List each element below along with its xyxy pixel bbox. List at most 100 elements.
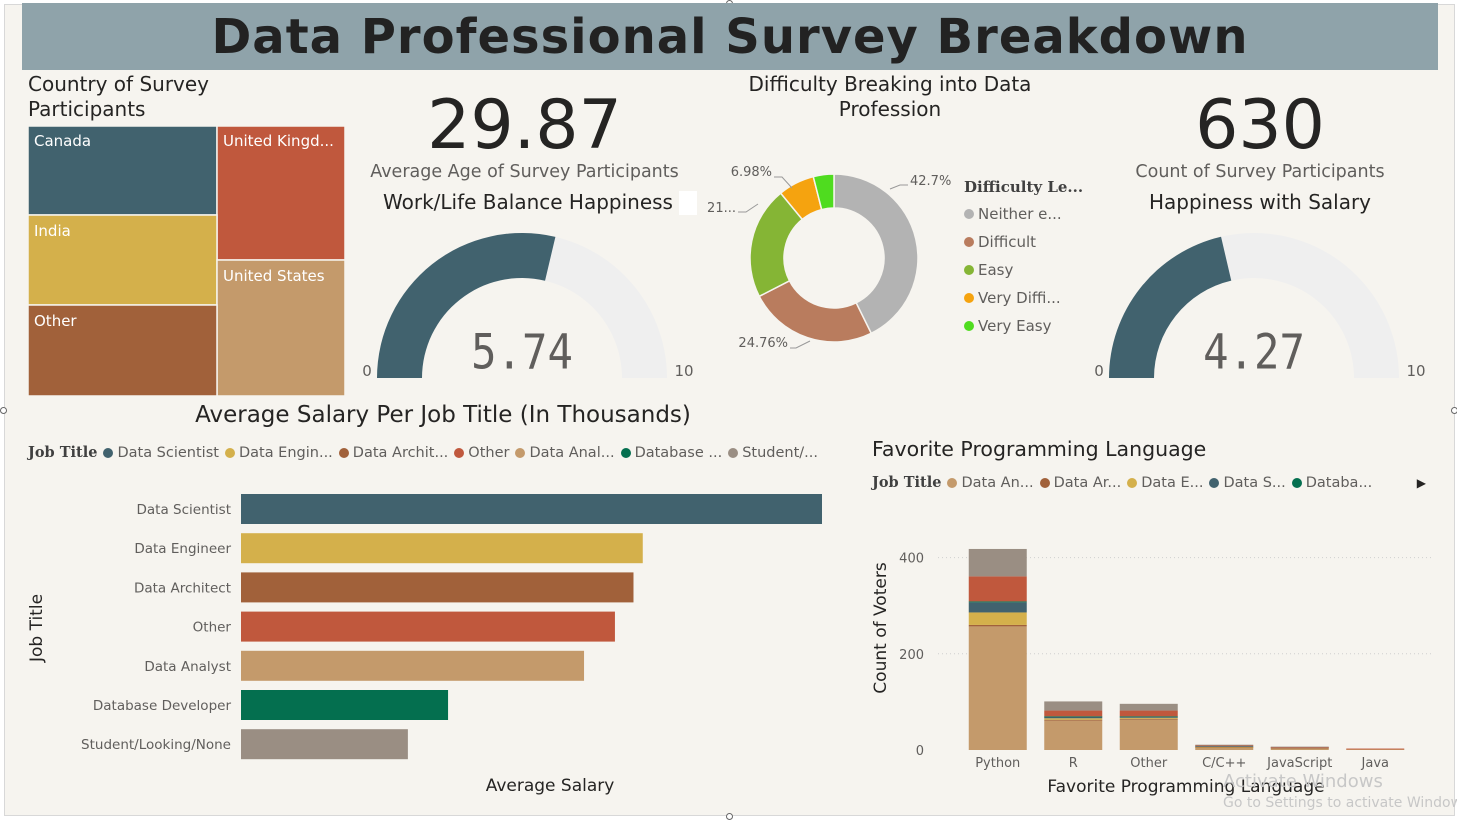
lang-bar-segment-python-database-developer[interactable] (968, 601, 1027, 603)
donut-data-label: 21... (707, 201, 736, 216)
salary-bar-other[interactable] (241, 611, 615, 642)
lang-bar-segment-c-c-data-scientist[interactable] (1195, 746, 1254, 747)
donut-legend-item[interactable]: Difficult (964, 228, 1124, 256)
lang-bar-segment-other-database-developer[interactable] (1119, 716, 1178, 718)
lang-bar-segment-c-c-data-analyst[interactable] (1195, 747, 1254, 750)
lang-bar-segment-python-other[interactable] (968, 576, 1027, 602)
lang-bar-segment-r-data-architect[interactable] (1044, 719, 1103, 721)
lang-bar-segment-python-student-looking-none[interactable] (968, 548, 1027, 577)
lang-x-tick-label: Java (1361, 756, 1389, 771)
salary-x-axis-label: Average Salary (486, 776, 615, 796)
lang-bar-segment-other-data-analyst[interactable] (1119, 719, 1178, 750)
lang-bar-segment-python-data-scientist[interactable] (968, 602, 1027, 613)
worklife-gauge-title: Work/Life Balance Happiness (383, 190, 673, 214)
lang-bar-segment-c-c-other[interactable] (1195, 745, 1254, 747)
language-stacked-chart[interactable]: 0 200 400 Python R Other C/C++ JavaScript Java Fa… (866, 530, 1446, 800)
treemap-tile-other[interactable]: Other (28, 304, 218, 396)
lang-bar-segment-c-c-data-architect[interactable] (1195, 747, 1254, 748)
gauge-fill (377, 233, 556, 378)
salary-legend-item[interactable]: Data Engin... (224, 444, 333, 461)
donut-slice-difficult[interactable] (758, 279, 873, 343)
lang-bar-segment-r-data-scientist[interactable] (1044, 716, 1103, 719)
resize-handle[interactable] (726, 813, 733, 820)
lang-bar-segment-r-data-analyst[interactable] (1044, 720, 1103, 750)
donut-legend-item[interactable]: Very Easy (964, 312, 1124, 340)
lang-bar-segment-javascript-other[interactable] (1270, 747, 1329, 748)
lang-bar-segment-other-student-looking-none[interactable] (1119, 703, 1178, 711)
age-card-value: 29.87 (427, 86, 622, 165)
lang-bar-segment-javascript-data-architect[interactable] (1270, 747, 1329, 749)
lang-legend-item[interactable]: Databa... (1291, 475, 1372, 491)
salary-bar-database-developer[interactable] (241, 690, 449, 720)
lang-bar-segment-r-data-engineer[interactable] (1044, 718, 1103, 720)
salary-happiness-gauge[interactable]: 4.27 0 10 (1087, 220, 1437, 385)
lang-bar-segment-other-data-scientist[interactable] (1119, 716, 1178, 718)
lang-bar-segment-python-data-analyst[interactable] (968, 626, 1027, 750)
salary-legend-item[interactable]: Student/... (728, 445, 818, 461)
lang-bar-segment-c-c-student-looking-none[interactable] (1195, 744, 1254, 746)
salary-bar-data-scientist[interactable] (241, 494, 822, 524)
difficulty-donut[interactable]: 42.7% 24.76% 21... 6.98% (700, 160, 965, 360)
treemap-tile-united-kingdom[interactable]: United Kingd... (216, 126, 345, 261)
lang-bar-segment-javascript-data-analyst[interactable] (1270, 748, 1329, 750)
salary-tick-label: Data Engineer (134, 541, 231, 557)
legend-dot-icon (964, 321, 974, 331)
salary-bar-chart[interactable]: Data Scientist Data Engineer Data Architec… (20, 480, 850, 800)
lang-bar-segment-other-data-architect[interactable] (1119, 718, 1178, 720)
lang-x-tick-label: Other (1130, 756, 1168, 771)
salary-tick-label: Data Scientist (137, 502, 232, 518)
donut-legend-item[interactable]: Easy (964, 256, 1124, 284)
salary-legend-label: Data Anal... (529, 444, 615, 461)
treemap-tile-india[interactable]: India (28, 214, 218, 306)
legend-dot-icon (1209, 477, 1220, 488)
lang-x-tick-label: Python (975, 756, 1020, 771)
donut-slice-neither-e[interactable] (833, 173, 919, 335)
resize-handle[interactable] (0, 407, 7, 414)
treemap-tile-united-states[interactable]: United States (216, 259, 345, 396)
salary-y-axis-label: Job Title (27, 594, 47, 663)
lang-bar-segment-other-data-engineer[interactable] (1119, 717, 1178, 719)
worklife-gauge[interactable]: 5.74 0 10 (355, 220, 705, 385)
salary-bar-data-engineer[interactable] (241, 533, 643, 564)
salary-bar-data-analyst[interactable] (241, 650, 585, 681)
lang-legend-item[interactable]: Data Ar... (1039, 475, 1121, 491)
lang-bar-segment-r-database-developer[interactable] (1044, 716, 1103, 718)
salary-tick-label: Data Analyst (144, 659, 231, 675)
lang-bar-segment-java-other[interactable] (1346, 748, 1405, 750)
legend-next-arrow-icon[interactable]: ▶ (1416, 475, 1426, 490)
donut-legend-item[interactable]: Very Diffi... (964, 284, 1124, 312)
lang-legend-item[interactable]: Data An... (947, 474, 1034, 491)
salary-legend-item[interactable]: Other (454, 445, 509, 461)
lang-bar-segment-other-other[interactable] (1119, 710, 1178, 717)
salary-legend-item[interactable]: Database ... (620, 445, 722, 461)
lang-legend-label: Data An... (961, 474, 1034, 491)
salary-bar-student-looking-none[interactable] (241, 729, 408, 760)
donut-title-line2: Profession (838, 97, 942, 121)
donut-legend: Difficulty Le... Neither e... Difficult Ea… (964, 178, 1124, 340)
lang-bar-segment-r-other[interactable] (1044, 710, 1103, 717)
lang-bar-segment-java-data-analyst[interactable] (1346, 749, 1405, 750)
gauge-value: 5.74 (471, 324, 573, 380)
donut-legend-label: Difficult (978, 233, 1037, 251)
salary-bar-data-architect[interactable] (241, 572, 634, 603)
resize-handle[interactable] (1451, 407, 1457, 414)
lang-legend-item[interactable]: Data S... (1209, 475, 1286, 491)
salary-legend-item[interactable]: Data Anal... (515, 444, 615, 461)
salary-legend-label: Other (468, 444, 510, 461)
lang-legend-item[interactable]: Data E... (1127, 475, 1203, 491)
treemap-tile-canada[interactable]: Canada (28, 126, 218, 216)
lang-bar-segment-c-c-data-engineer[interactable] (1195, 746, 1254, 748)
lang-bar-segment-javascript-student-looking-none[interactable] (1270, 746, 1329, 748)
lang-y-tick-label: 200 (899, 648, 924, 663)
salary-legend-item[interactable]: Data Archit... (338, 445, 448, 461)
gauge-value: 4.27 (1203, 324, 1305, 380)
lang-bar-segment-r-student-looking-none[interactable] (1044, 701, 1103, 711)
salary-legend-title: Job Title (28, 444, 98, 461)
salary-legend-item[interactable]: Data Scientist (103, 445, 219, 461)
salary-legend-label: Data Engin... (238, 444, 333, 461)
donut-slice-very-easy[interactable] (812, 173, 835, 211)
donut-legend-item[interactable]: Neither e... (964, 200, 1124, 228)
lang-bar-segment-python-data-architect[interactable] (968, 624, 1027, 627)
donut-legend-label: Very Diffi... (978, 289, 1061, 307)
lang-bar-segment-python-data-engineer[interactable] (968, 612, 1027, 625)
